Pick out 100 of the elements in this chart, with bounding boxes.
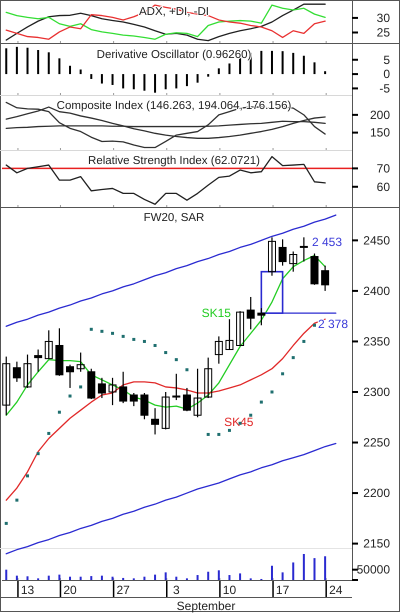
- point: [100, 330, 104, 333]
- line-series: [6, 254, 326, 416]
- candlestick: [268, 236, 276, 276]
- candlestick: [12, 361, 21, 382]
- point: [312, 324, 316, 327]
- bar: [58, 574, 60, 580]
- line-series: [6, 442, 336, 554]
- point: [249, 414, 252, 417]
- candlestick: [66, 364, 74, 389]
- candlestick: [246, 296, 255, 330]
- bar: [100, 74, 103, 84]
- annotation: 2 378: [318, 317, 348, 331]
- candlestick: [24, 354, 32, 389]
- bar: [324, 556, 326, 580]
- bar: [218, 68, 220, 74]
- bar: [218, 570, 220, 580]
- bar: [175, 576, 178, 580]
- candlestick: [98, 377, 106, 399]
- point: [281, 372, 284, 376]
- bar: [122, 74, 124, 88]
- chart-title: FW20, SAR: [144, 212, 204, 224]
- candlestick: [289, 250, 298, 272]
- bar: [313, 62, 316, 74]
- y-tick-label: 2400: [363, 284, 390, 298]
- candlestick: [2, 356, 10, 416]
- point: [47, 432, 50, 435]
- bar: [207, 74, 210, 77]
- bar: [5, 570, 8, 580]
- y-tick-label: 2450: [363, 233, 390, 248]
- bar: [292, 562, 294, 580]
- point: [228, 428, 231, 432]
- line-series: [6, 318, 326, 501]
- bar: [228, 575, 230, 580]
- bar: [302, 554, 305, 580]
- line-series: [6, 156, 326, 205]
- bar: [282, 51, 284, 74]
- annotation: 2 453: [312, 235, 342, 249]
- bar: [132, 74, 135, 90]
- point: [185, 368, 188, 372]
- candlestick: [214, 336, 223, 364]
- point: [79, 385, 82, 388]
- y-tick-label: 2350: [363, 334, 390, 348]
- line-series: [6, 102, 326, 148]
- bar: [164, 572, 167, 580]
- candlestick: [321, 265, 330, 292]
- point: [260, 400, 263, 404]
- point: [111, 332, 114, 335]
- candlestick: [300, 236, 308, 262]
- y-tick-label: 2150: [363, 536, 390, 551]
- point: [90, 328, 93, 331]
- bar: [164, 74, 167, 90]
- bar: [69, 576, 72, 580]
- series-label: SK15: [202, 306, 232, 320]
- bar: [239, 573, 242, 580]
- bar: [26, 576, 29, 580]
- candlestick: [44, 330, 53, 360]
- bar: [58, 58, 60, 74]
- x-tick-label: 27: [116, 583, 130, 597]
- point: [15, 498, 18, 502]
- x-tick-label: 17: [276, 583, 290, 597]
- x-tick-label: 24: [329, 583, 343, 597]
- x-axis-title: September: [176, 599, 236, 613]
- bar: [207, 572, 210, 580]
- bar: [270, 50, 273, 74]
- point: [302, 340, 306, 343]
- x-tick-label: 10: [222, 583, 236, 597]
- bar: [270, 566, 273, 580]
- point: [36, 452, 40, 456]
- x-tick-label: 20: [63, 583, 78, 597]
- bar: [80, 70, 82, 74]
- point: [58, 410, 61, 414]
- y-tick-label: 60: [376, 180, 390, 194]
- bar: [228, 63, 230, 74]
- bar: [196, 74, 199, 83]
- candlestick: [194, 368, 202, 418]
- point: [206, 432, 210, 436]
- x-tick-label: 13: [20, 583, 35, 597]
- bar: [154, 74, 156, 93]
- point: [4, 522, 8, 525]
- chart-title: Relative Strength Index (62.0721): [88, 155, 260, 167]
- y-tick-label: 2250: [363, 436, 390, 450]
- bar: [302, 56, 305, 74]
- bar: [282, 572, 284, 580]
- point: [122, 334, 125, 338]
- y-tick-label: 70: [376, 161, 390, 176]
- bar: [143, 74, 146, 91]
- candlestick: [257, 307, 266, 326]
- y-tick-label: 25: [376, 26, 390, 40]
- bar: [154, 574, 156, 580]
- candlestick: [130, 392, 138, 407]
- bar: [324, 71, 326, 74]
- candlestick: [278, 238, 287, 266]
- candlestick: [236, 310, 244, 346]
- bar: [69, 66, 72, 74]
- point: [26, 474, 30, 478]
- y-tick-label: 5: [383, 52, 390, 67]
- candlestick: [34, 348, 42, 372]
- point: [270, 390, 274, 394]
- candlestick: [151, 408, 160, 436]
- candlestick: [182, 387, 191, 412]
